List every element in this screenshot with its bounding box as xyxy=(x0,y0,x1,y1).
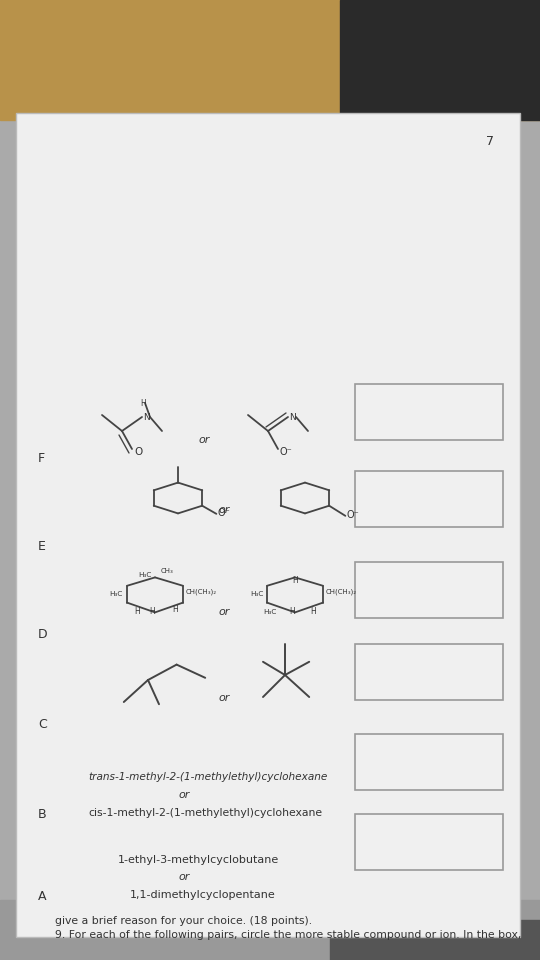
Text: or: or xyxy=(218,693,230,703)
Text: H: H xyxy=(310,607,316,615)
Text: H: H xyxy=(134,607,140,615)
Text: H₃C: H₃C xyxy=(251,591,264,597)
Text: 1-ethyl-3-methylcyclobutane: 1-ethyl-3-methylcyclobutane xyxy=(118,855,279,865)
Bar xyxy=(0,900,540,960)
Text: 9. For each of the following pairs, circle the more stable compound or ion. In t: 9. For each of the following pairs, circ… xyxy=(55,930,522,940)
FancyBboxPatch shape xyxy=(16,113,520,937)
Text: trans-1-methyl-2-(1-methylethyl)cyclohexane: trans-1-methyl-2-(1-methylethyl)cyclohex… xyxy=(88,772,327,782)
Bar xyxy=(355,644,503,700)
Text: C: C xyxy=(38,718,47,731)
Bar xyxy=(355,734,503,790)
Text: 1,1-dimethylcyclopentane: 1,1-dimethylcyclopentane xyxy=(130,890,276,900)
Text: O⁻: O⁻ xyxy=(218,508,230,517)
Text: or: or xyxy=(178,872,190,882)
Text: cis-1-methyl-2-(1-methylethyl)cyclohexane: cis-1-methyl-2-(1-methylethyl)cyclohexan… xyxy=(88,808,322,818)
Text: H₃C: H₃C xyxy=(139,572,152,578)
Text: O: O xyxy=(134,447,142,457)
Text: N: N xyxy=(143,413,150,421)
Text: CH₃: CH₃ xyxy=(160,567,173,574)
Text: O⁻: O⁻ xyxy=(346,510,359,519)
Text: H: H xyxy=(140,399,146,408)
Text: or: or xyxy=(198,435,210,445)
Text: A: A xyxy=(38,890,46,903)
Text: CH(CH₃)₂: CH(CH₃)₂ xyxy=(186,588,217,594)
Text: give a brief reason for your choice. (18 points).: give a brief reason for your choice. (18… xyxy=(55,916,312,926)
Text: F: F xyxy=(38,452,45,465)
Text: O⁻: O⁻ xyxy=(280,447,293,457)
Bar xyxy=(355,814,503,870)
Text: H: H xyxy=(289,608,295,616)
Text: D: D xyxy=(38,628,48,641)
Text: H₃C: H₃C xyxy=(264,610,277,615)
Text: or: or xyxy=(178,790,190,800)
Text: H₃C: H₃C xyxy=(110,591,123,597)
Text: B: B xyxy=(38,808,46,821)
Text: E: E xyxy=(38,540,46,553)
Bar xyxy=(330,920,540,960)
Bar xyxy=(355,562,503,618)
Text: or: or xyxy=(218,505,230,515)
Text: H: H xyxy=(149,608,155,616)
Text: N: N xyxy=(289,413,296,421)
Text: or: or xyxy=(218,607,230,617)
Text: H: H xyxy=(172,605,178,614)
Bar xyxy=(355,471,503,527)
Text: H: H xyxy=(292,576,298,585)
Bar xyxy=(355,384,503,440)
Text: 7: 7 xyxy=(486,135,494,148)
Text: CH(CH₃)₂: CH(CH₃)₂ xyxy=(326,588,357,594)
Bar xyxy=(340,0,540,120)
Bar xyxy=(0,0,540,120)
